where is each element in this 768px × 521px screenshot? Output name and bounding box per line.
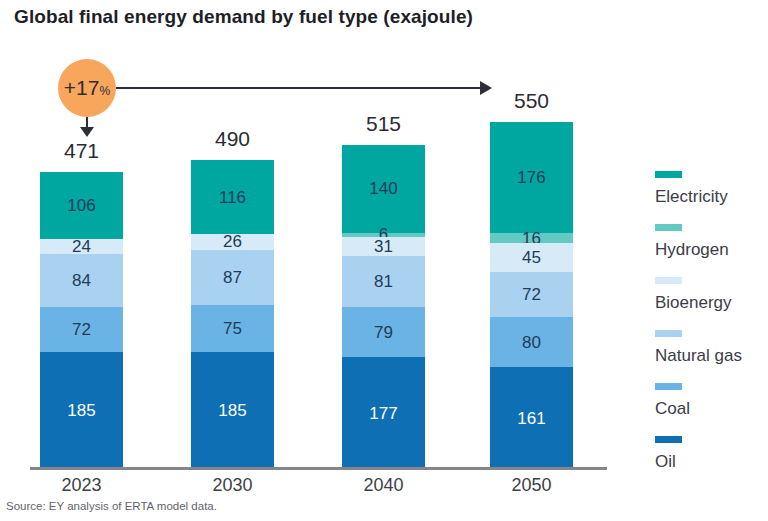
x-axis-label-2030: 2030 — [171, 475, 294, 496]
bar-segment-hydrogen-2050: 16 — [490, 233, 573, 243]
segment-value-label: 81 — [374, 273, 393, 290]
bar-segment-coal-2040: 79 — [342, 307, 425, 357]
bar-segment-oil-2023: 185 — [40, 352, 123, 469]
x-axis-line — [30, 467, 607, 470]
bar-segment-bioenergy-2030: 26 — [191, 234, 274, 250]
segment-value-label: 75 — [223, 320, 242, 337]
legend-item-oil: Oil — [655, 436, 742, 472]
legend-label: Bioenergy — [655, 293, 742, 313]
segment-value-label: 72 — [522, 286, 541, 303]
bar-segment-coal-2023: 72 — [40, 307, 123, 352]
segment-value-label: 80 — [522, 334, 541, 351]
bar-segment-oil-2030: 185 — [191, 352, 274, 469]
bar-segment-bioenergy-2040: 31 — [342, 237, 425, 257]
source-note: Source: EY analysis of ERTA model data. — [6, 500, 217, 512]
legend-swatch-icon — [655, 277, 682, 284]
total-label-2023: 471 — [20, 139, 143, 163]
segment-value-label: 72 — [72, 321, 91, 338]
stacked-bar-chart: 185 72 84 24 106 471 2023 185 75 87 26 116 490 2030 17… — [0, 0, 768, 521]
legend-swatch-icon — [655, 383, 682, 390]
total-label-2050: 550 — [470, 89, 593, 113]
total-label-2030: 490 — [171, 127, 294, 151]
chart-figure: Global final energy demand by fuel type … — [0, 0, 768, 521]
legend-item-coal: Coal — [655, 383, 742, 419]
legend-label: Electricity — [655, 187, 742, 207]
legend-item-hydrogen: Hydrogen — [655, 224, 742, 260]
bar-segment-bioenergy-2050: 45 — [490, 243, 573, 271]
legend-item-natural-gas: Natural gas — [655, 330, 742, 366]
bar-segment-natural-gas-2023: 84 — [40, 254, 123, 307]
bar-segment-coal-2030: 75 — [191, 305, 274, 352]
segment-value-label: 116 — [219, 189, 246, 206]
bar-2050: 161 80 72 45 16 176 — [490, 122, 573, 469]
x-axis-label-2050: 2050 — [470, 475, 593, 496]
segment-value-label: 185 — [67, 402, 95, 419]
segment-value-label: 79 — [374, 324, 393, 341]
legend-item-electricity: Electricity — [655, 171, 742, 207]
segment-value-label: 26 — [223, 233, 242, 250]
legend-label: Hydrogen — [655, 240, 742, 260]
segment-value-label: 31 — [374, 238, 393, 255]
total-label-2040: 515 — [322, 112, 445, 136]
bar-2023: 185 72 84 24 106 — [40, 172, 123, 469]
x-axis-label-2040: 2040 — [322, 475, 445, 496]
segment-value-label: 185 — [218, 402, 246, 419]
legend-label: Coal — [655, 399, 742, 419]
bar-segment-oil-2040: 177 — [342, 357, 425, 469]
segment-value-label: 87 — [223, 269, 242, 286]
segment-value-label: 84 — [72, 272, 91, 289]
legend-swatch-icon — [655, 171, 682, 178]
x-axis-label-2023: 2023 — [20, 475, 143, 496]
segment-value-label: 45 — [522, 249, 541, 266]
legend-swatch-icon — [655, 330, 682, 337]
segment-value-label: 24 — [72, 238, 91, 255]
segment-value-label: 161 — [517, 410, 545, 427]
legend-label: Natural gas — [655, 346, 742, 366]
bar-segment-coal-2050: 80 — [490, 317, 573, 367]
bar-segment-oil-2050: 161 — [490, 367, 573, 469]
bar-segment-electricity-2040: 140 — [342, 145, 425, 233]
bar-segment-electricity-2023: 106 — [40, 172, 123, 239]
chart-legend: Electricity Hydrogen Bioenergy Natural gas C… — [655, 171, 742, 472]
legend-swatch-icon — [655, 224, 682, 231]
bar-segment-natural-gas-2030: 87 — [191, 250, 274, 305]
bar-segment-natural-gas-2050: 72 — [490, 272, 573, 317]
bar-2040: 1777981316140 — [342, 145, 425, 469]
legend-label: Oil — [655, 452, 742, 472]
bar-segment-electricity-2030: 116 — [191, 160, 274, 233]
segment-value-label: 176 — [517, 169, 545, 186]
segment-value-label: 177 — [369, 405, 397, 422]
bar-segment-natural-gas-2040: 81 — [342, 256, 425, 307]
segment-value-label: 106 — [67, 197, 95, 214]
bar-segment-electricity-2050: 176 — [490, 122, 573, 233]
bar-2030: 185 75 87 26 116 — [191, 160, 274, 469]
bar-segment-bioenergy-2023: 24 — [40, 239, 123, 254]
legend-swatch-icon — [655, 436, 682, 443]
legend-item-bioenergy: Bioenergy — [655, 277, 742, 313]
segment-value-label: 140 — [369, 180, 397, 197]
